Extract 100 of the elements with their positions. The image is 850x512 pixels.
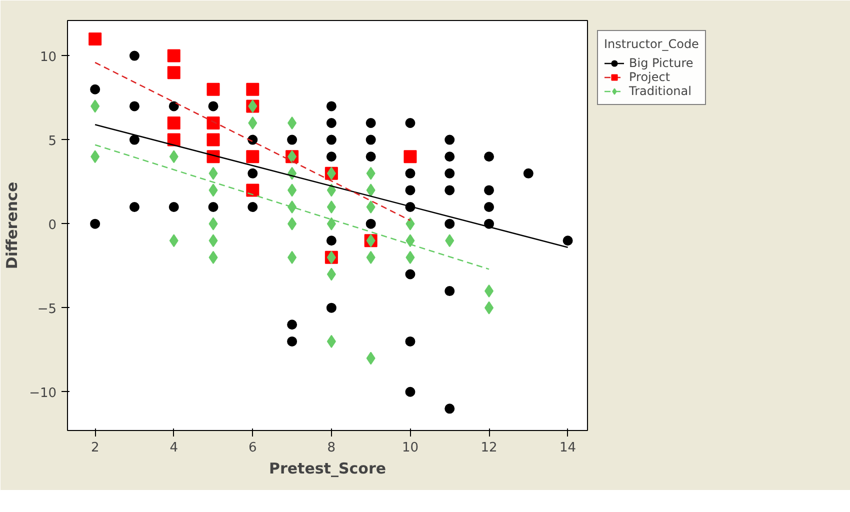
point xyxy=(406,250,415,264)
point xyxy=(288,116,297,130)
point xyxy=(90,218,100,229)
point xyxy=(444,218,455,229)
point xyxy=(208,250,218,264)
x-tick-label: 14 xyxy=(560,440,576,456)
x-tick-label: 4 xyxy=(170,440,178,456)
point xyxy=(444,152,455,162)
point xyxy=(90,150,100,164)
point xyxy=(326,152,336,162)
point xyxy=(523,168,534,178)
point xyxy=(88,32,102,46)
point xyxy=(406,234,415,248)
point xyxy=(169,150,178,164)
point xyxy=(366,352,376,365)
x-tick-label: 10 xyxy=(402,440,419,456)
point xyxy=(326,101,336,112)
y-tick-label: −5 xyxy=(37,302,57,317)
point xyxy=(208,202,218,212)
point xyxy=(287,134,298,145)
point xyxy=(444,168,455,178)
point xyxy=(208,184,218,197)
point xyxy=(484,202,494,212)
point xyxy=(246,82,260,96)
point xyxy=(326,134,336,145)
point xyxy=(169,234,178,248)
y-tick-label: 0 xyxy=(48,218,57,233)
point xyxy=(366,200,376,214)
point xyxy=(129,50,140,61)
point xyxy=(326,118,336,128)
point xyxy=(288,217,297,230)
point xyxy=(326,268,336,281)
point xyxy=(248,168,258,178)
point xyxy=(248,116,258,130)
point xyxy=(405,269,416,280)
point xyxy=(129,202,140,212)
point xyxy=(326,184,336,197)
point xyxy=(326,236,336,246)
point xyxy=(129,101,140,112)
point xyxy=(208,101,218,112)
y-tick-label: −10 xyxy=(29,386,57,401)
point xyxy=(246,184,260,197)
point xyxy=(287,336,298,346)
point xyxy=(405,386,416,397)
x-tick-label: 6 xyxy=(248,440,257,456)
point xyxy=(484,185,494,196)
point xyxy=(167,66,180,80)
legend-title: Instructor_Code xyxy=(604,37,699,51)
point xyxy=(288,200,297,214)
point xyxy=(168,101,179,112)
point xyxy=(129,134,140,145)
point xyxy=(208,234,218,248)
point xyxy=(167,133,180,146)
point xyxy=(405,185,416,196)
point xyxy=(208,166,218,180)
legend-label: Project xyxy=(629,70,670,84)
point xyxy=(366,118,376,128)
point xyxy=(562,236,573,246)
point xyxy=(366,184,376,197)
point xyxy=(246,150,260,164)
point xyxy=(366,250,376,264)
point xyxy=(406,217,415,230)
x-tick-label: 12 xyxy=(480,440,498,456)
point xyxy=(206,82,220,96)
legend-label: Big Picture xyxy=(629,56,694,70)
point xyxy=(326,217,336,230)
y-tick-label: 5 xyxy=(48,134,57,149)
point xyxy=(444,134,455,145)
point xyxy=(326,334,336,348)
point xyxy=(405,336,416,346)
point xyxy=(484,284,494,298)
point xyxy=(444,185,455,196)
point xyxy=(208,217,218,230)
point xyxy=(366,134,376,145)
y-tick-label: 10 xyxy=(40,50,57,65)
point xyxy=(90,84,100,94)
point xyxy=(366,218,376,229)
point xyxy=(90,100,100,113)
point xyxy=(288,250,297,264)
x-tick-label: 2 xyxy=(90,440,100,456)
point xyxy=(405,168,416,178)
y-axis-title: Difference xyxy=(3,182,22,270)
point xyxy=(484,152,494,162)
x-tick-label: 8 xyxy=(327,440,336,456)
point xyxy=(167,116,180,130)
point xyxy=(326,200,336,214)
point xyxy=(366,166,376,180)
point xyxy=(206,116,220,130)
point xyxy=(366,152,376,162)
point xyxy=(167,49,180,62)
point xyxy=(404,150,417,164)
point xyxy=(206,133,220,146)
point xyxy=(248,202,258,212)
point xyxy=(288,184,297,197)
point xyxy=(168,202,179,212)
point xyxy=(405,118,416,128)
point xyxy=(484,301,494,314)
point xyxy=(287,320,298,330)
point xyxy=(444,286,455,296)
point xyxy=(445,234,454,248)
